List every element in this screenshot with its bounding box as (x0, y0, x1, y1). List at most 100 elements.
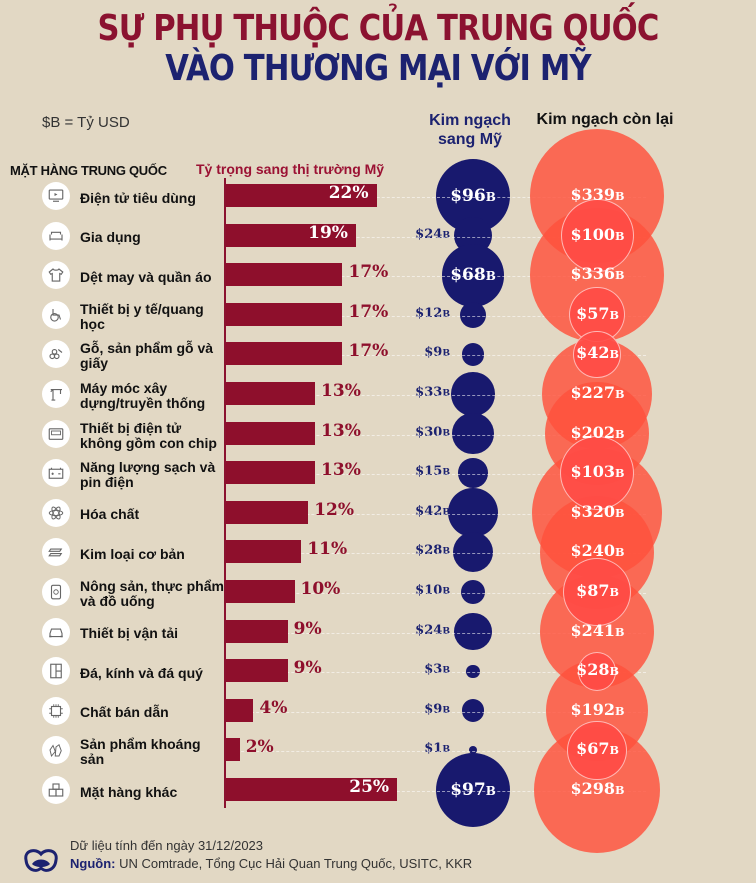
rest-value-bubble (562, 557, 632, 627)
us-value: $9B (424, 345, 450, 361)
us-value-bubble: $97B (435, 752, 511, 828)
share-bar (226, 659, 288, 683)
share-value: 17% (348, 262, 389, 283)
table-row: Gia dụng 19% (0, 218, 756, 258)
table-row: Nông sản, thực phẩm và đồ uống 10% (0, 574, 756, 614)
gridline (226, 711, 646, 713)
us-value-bubble (461, 699, 485, 723)
rest-value-bubble (573, 330, 621, 379)
row-label: Năng lượng sạch và pin điện (80, 459, 216, 491)
us-value: $24B (415, 226, 450, 242)
gridline (226, 236, 646, 238)
table-row: Chất bán dẫn 4% (0, 693, 756, 733)
rest-value: $100B (570, 224, 625, 244)
share-bar (226, 500, 309, 524)
footer-date-note: Dữ liệu tính đến ngày 31/12/2023 (70, 838, 264, 853)
share-bar (226, 342, 343, 366)
table-row: Thiết bị điện tử không gồm con chip 13% (0, 416, 756, 456)
us-value: $96B (450, 185, 496, 206)
row-label: Điện tử tiêu dùng (80, 189, 196, 206)
share-bar (226, 302, 343, 326)
gridline (226, 672, 646, 674)
us-value-bubble (460, 579, 485, 604)
rest-value: $298B (570, 779, 625, 798)
row-label: Kim loại cơ bản (80, 545, 185, 562)
share-bar (226, 738, 240, 762)
rest-value: $103B (570, 462, 625, 482)
row-label: Chất bán dẫn (80, 704, 169, 721)
rest-value-bubble (560, 199, 634, 273)
logo-icon (24, 849, 58, 872)
us-value: $97B (450, 779, 496, 800)
footer-source: Nguồn: UN Comtrade, Tổng Cục Hải Quan Tr… (70, 856, 472, 871)
rest-value: $192B (570, 699, 625, 719)
share-bar (226, 421, 316, 445)
rest-value: $336B (570, 264, 625, 284)
gridline (226, 434, 646, 436)
share-bar (226, 382, 316, 405)
rest-value: $227B (570, 383, 625, 402)
gridline (226, 513, 646, 515)
gridline (226, 553, 646, 555)
table-row: Hóa chất 12% (0, 495, 756, 535)
us-value: $10B (415, 583, 450, 598)
row-label: Nông sản, thực phẩm và đồ uống (80, 578, 224, 609)
us-value: $9B (424, 701, 450, 717)
food-can-icon (42, 578, 70, 606)
us-value-bubble (451, 372, 495, 416)
share-bar (226, 778, 398, 801)
rest-value: $42B (576, 343, 619, 363)
gridline (226, 276, 646, 278)
car-icon (42, 617, 70, 646)
share-bar (226, 184, 377, 207)
us-value-bubble (448, 488, 498, 538)
table-row: Kim loại cơ bản 11% (0, 534, 756, 574)
table-row: Sản phẩm khoáng sản 2% (0, 732, 756, 772)
gridline (226, 355, 646, 357)
share-value: 13% (321, 420, 361, 441)
boxes-icon (42, 776, 70, 804)
table-row: Năng lượng sạch và pin điện 13% (0, 455, 756, 495)
us-value-bubble (458, 458, 488, 488)
us-value-bubble (466, 664, 480, 678)
share-value: 19% (308, 222, 348, 243)
rest-value: $87B (576, 581, 619, 600)
column-header-us-value: Kim ngạch sang Mỹ (429, 112, 511, 148)
share-value: 9% (293, 658, 322, 679)
table-row: Gỗ, sản phẩm gỗ và giấy 17% (0, 336, 756, 376)
us-value-bubble (459, 301, 487, 328)
table-row: Thiết bị y tế/quang học 17% (0, 297, 756, 337)
share-bar (226, 580, 295, 603)
us-value: $30B (415, 424, 450, 440)
us-value-bubble (452, 412, 494, 455)
us-value-bubble (454, 612, 492, 651)
row-label: Mặt hàng khác (80, 783, 178, 800)
share-bar (226, 461, 316, 485)
table-row: Điện tử tiêu dùng 22% (0, 178, 756, 218)
us-value: $28B (415, 543, 450, 559)
table-row: Thiết bị vận tải 9% (0, 614, 756, 654)
gridline (226, 197, 646, 198)
column-header-share: Tỷ trọng sang thị trường Mỹ (196, 161, 385, 177)
row-label: Thiết bị vận tải (80, 625, 179, 642)
atom-icon (42, 498, 70, 527)
rest-value-bubble (559, 436, 635, 511)
share-bar (226, 223, 357, 247)
rest-value: $202B (570, 422, 625, 442)
gridline (226, 791, 646, 792)
us-value-bubble (452, 532, 494, 573)
row-label: Dệt may và quần áo (80, 268, 212, 285)
table-row: Đá, kính và đá quý 9% (0, 653, 756, 693)
sofa-icon (42, 221, 70, 250)
share-value: 13% (321, 460, 361, 481)
gridline (226, 315, 646, 317)
shirt-icon (42, 261, 70, 290)
us-value: $42B (415, 503, 450, 519)
us-value: $12B (415, 305, 450, 321)
us-value-bubble (461, 343, 485, 366)
rest-value-bubble (567, 720, 627, 781)
row-label: Thiết bị điện tử không gồm con chip (80, 419, 217, 451)
source-label: Nguồn: (70, 856, 116, 871)
rest-value-bubble (577, 651, 617, 691)
table-row: Máy móc xây dựng/truyền thống 13% (0, 376, 756, 416)
